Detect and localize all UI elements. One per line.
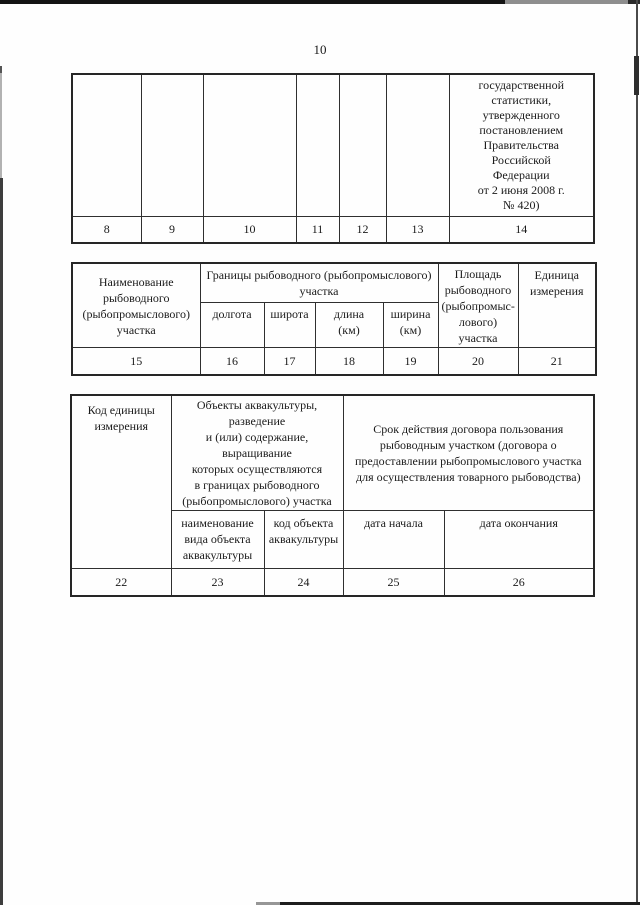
column-number-cell: 15 [71, 347, 201, 376]
empty-header-cell-8 [71, 73, 142, 217]
scan-artifact-right-blob [634, 56, 639, 95]
column-number-cell: 9 [140, 216, 204, 244]
column-number-cell: 21 [517, 347, 597, 376]
column-number-cell: 13 [385, 216, 450, 244]
header-cell-latitude: широта [263, 302, 316, 348]
header-cell-width: ширина (км) [382, 302, 439, 348]
empty-header-cell-11 [295, 73, 340, 217]
column-number-cell: 26 [443, 568, 595, 597]
scan-artifact-left-edge [0, 178, 3, 905]
header-cell-unit: Единица измерения [517, 262, 597, 348]
scan-artifact-right-edge [636, 0, 638, 905]
scan-artifact-top-edge-end [628, 0, 640, 4]
header-cell-unit-code: Код единицы измерения [70, 394, 172, 569]
column-number-cell: 17 [263, 347, 316, 376]
header-cell-site-borders-group: Границы рыбоводного (рыбопромыслового) уч… [199, 262, 439, 303]
scan-artifact-left-tick [0, 66, 2, 73]
scan-artifact-top-edge [0, 0, 640, 4]
form-table-columns-8-14: государственной статистики, утвержденного п… [71, 73, 595, 244]
header-cell-aquaculture-object-code: код объекта аквакультуры [263, 510, 344, 569]
empty-header-cell-9 [140, 73, 204, 217]
scan-artifact-bottom-edge [280, 902, 640, 905]
column-number-cell: 23 [170, 568, 265, 597]
empty-header-cell-13 [385, 73, 450, 217]
header-cell-site-name: Наименование рыбоводного (рыбопромыслового… [71, 262, 201, 348]
scan-artifact-bottom-edge-gray [256, 902, 280, 905]
column-number-cell: 12 [338, 216, 387, 244]
column-number-cell: 25 [342, 568, 445, 597]
column-number-cell: 22 [70, 568, 172, 597]
header-cell-date-end: дата окончания [443, 510, 595, 569]
column-number-cell: 19 [382, 347, 439, 376]
column-number-cell: 11 [295, 216, 340, 244]
header-cell-contract-group: Срок действия договора пользования рыбово… [342, 394, 595, 511]
form-table-columns-22-26: Код единицы измерения Объекты аквакультур… [70, 394, 596, 597]
empty-header-cell-12 [338, 73, 387, 217]
header-cell-length: длина (км) [314, 302, 384, 348]
header-cell-aquaculture-object-name: наименование вида объекта аквакультуры [170, 510, 265, 569]
scan-artifact-left-edge-gray [0, 73, 2, 178]
column-number-cell: 18 [314, 347, 384, 376]
page-number: 10 [313, 42, 327, 57]
column-number-cell: 24 [263, 568, 344, 597]
empty-header-cell-10 [202, 73, 297, 217]
column-number-cell: 16 [199, 347, 265, 376]
column-number-cell: 10 [202, 216, 297, 244]
header-cell-site-area: Площадь рыбоводного (рыбопромыс-лового) уча… [437, 262, 519, 348]
column-number-cell: 8 [71, 216, 142, 244]
scan-artifact-top-edge-gray [505, 0, 628, 4]
header-cell-aquaculture-group: Объекты аквакультуры, разведение и (или) … [170, 394, 344, 511]
header-cell-longitude: долгота [199, 302, 265, 348]
header-cell-date-start: дата начала [342, 510, 445, 569]
column-number-cell: 20 [437, 347, 519, 376]
header-cell-statistics-decree: государственной статистики, утвержденного п… [448, 73, 595, 217]
form-table-columns-15-21: Наименование рыбоводного (рыбопромыслового… [71, 262, 597, 376]
column-number-cell: 14 [448, 216, 595, 244]
